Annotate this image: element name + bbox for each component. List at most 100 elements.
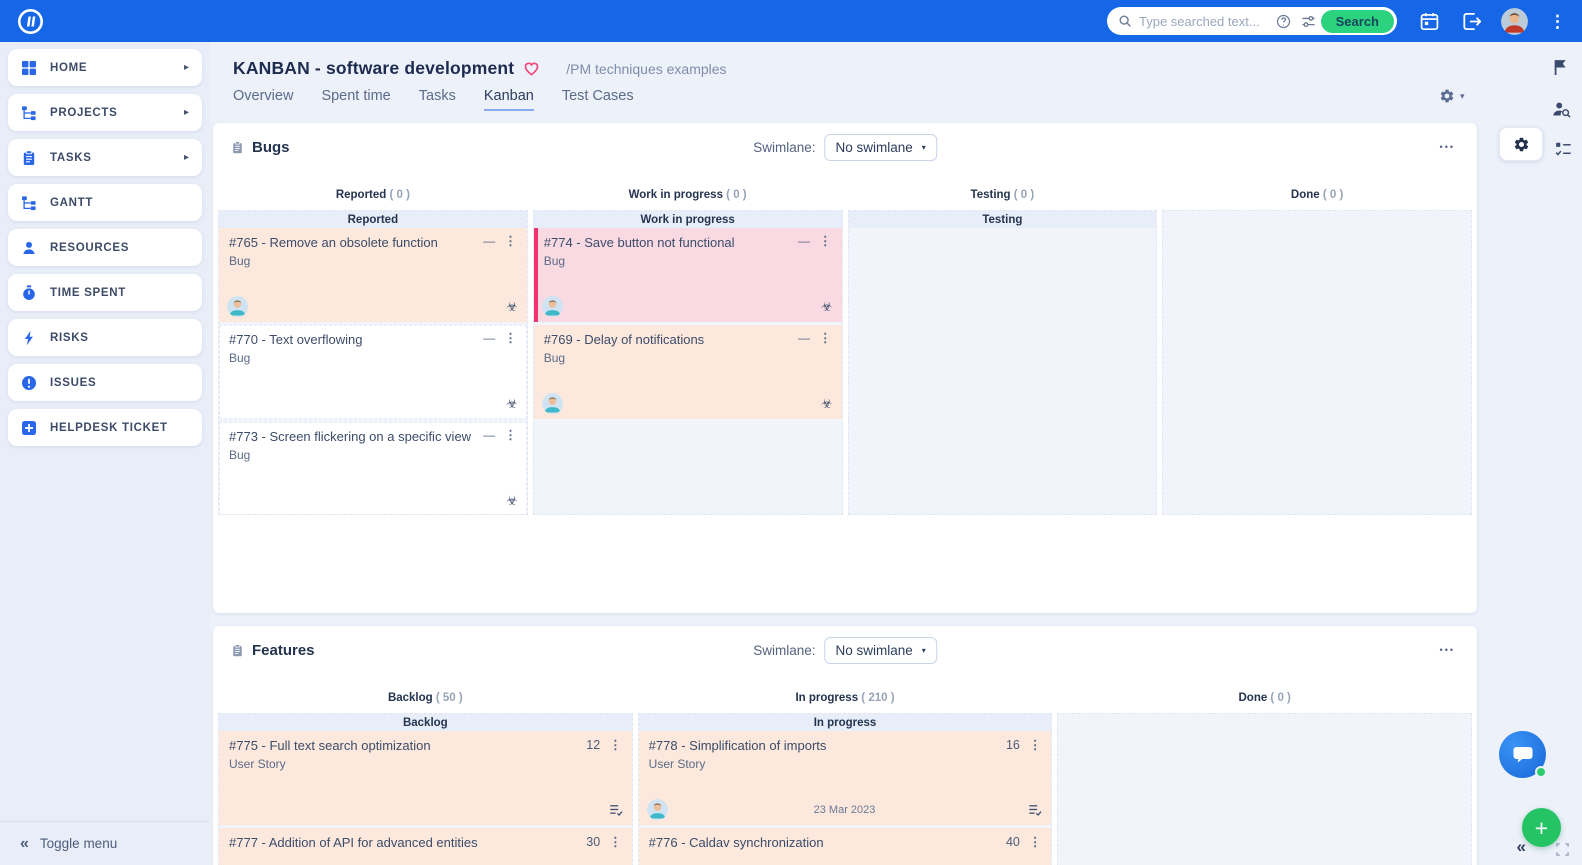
biohazard-icon: ☣	[506, 396, 518, 411]
kanban-column-work-in-progress: Work in progress #774 - Save button not f…	[532, 210, 843, 515]
board-settings-button[interactable]	[1499, 127, 1543, 161]
card-type-label: Bug	[229, 448, 251, 462]
card-menu-button[interactable]: ⋮	[819, 234, 832, 248]
card-type-label: Bug	[229, 254, 251, 268]
checklist-icon[interactable]	[1555, 141, 1572, 158]
column-header-backlog: Backlog ( 50 )	[218, 692, 633, 704]
kanban-card[interactable]: #778 - Simplification of imports 16 ⋮ User …	[638, 731, 1052, 825]
sidebar-item-issues[interactable]: ISSUES	[8, 364, 202, 401]
fullscreen-icon[interactable]	[1556, 843, 1569, 856]
card-menu-button[interactable]: ⋮	[504, 428, 517, 442]
kanban-card[interactable]: #776 - Caldav synchronization 40 ⋮	[638, 828, 1052, 865]
card-title: #777 - Addition of API for advanced enti…	[229, 835, 478, 850]
kanban-card[interactable]: #765 - Remove an obsolete function — ⋮ Bug ☣	[219, 228, 527, 322]
top-bar: Search ⋮	[0, 0, 1582, 42]
search-icon	[1118, 14, 1132, 28]
chat-widget-button[interactable]	[1499, 731, 1547, 778]
toggle-menu-button[interactable]: « Toggle menu	[0, 821, 210, 865]
card-minimize-button[interactable]: —	[483, 234, 496, 249]
swimlane-cell: Work in progress	[533, 211, 842, 228]
sidebar-item-label: GANTT	[50, 196, 94, 209]
sidebar-item-label: HOME	[50, 61, 88, 74]
sidebar-item-resources[interactable]: RESOURCES	[8, 229, 202, 266]
online-status-dot	[1535, 766, 1547, 778]
tab-test-cases[interactable]: Test Cases	[561, 88, 634, 104]
kanban-card[interactable]: #777 - Addition of API for advanced enti…	[219, 828, 632, 865]
chevron-right-icon: ▸	[183, 62, 189, 73]
card-menu-button[interactable]: ⋮	[1028, 737, 1042, 752]
search-button[interactable]: Search	[1320, 9, 1394, 33]
flag-icon[interactable]	[1552, 59, 1569, 76]
kanban-card[interactable]: #774 - Save button not functional — ⋮ Bug ☣	[533, 228, 842, 322]
tab-kanban[interactable]: Kanban	[483, 88, 534, 111]
log-out-icon[interactable]	[1462, 12, 1481, 31]
card-minimize-button[interactable]: —	[483, 331, 496, 346]
card-list: #765 - Remove an obsolete function — ⋮ Bug ☣…	[219, 228, 527, 514]
board-more-button[interactable]: •••	[1436, 138, 1459, 156]
search-filters-icon[interactable]	[1301, 14, 1316, 29]
add-new-button[interactable]: +	[1522, 808, 1561, 847]
card-list	[1163, 211, 1471, 514]
card-minimize-button[interactable]: —	[483, 428, 496, 443]
card-minimize-button[interactable]: —	[798, 234, 810, 249]
sidebar-item-projects[interactable]: PROJECTS ▸	[8, 94, 202, 131]
help-icon[interactable]	[1276, 14, 1291, 29]
swimlane-selected-value: No swimlane	[835, 642, 913, 658]
sidebar-item-tasks[interactable]: TASKS ▸	[8, 139, 202, 176]
card-list: #774 - Save button not functional — ⋮ Bug ☣ #…	[533, 228, 842, 514]
card-title: #774 - Save button not functional	[543, 235, 735, 250]
tab-overview[interactable]: Overview	[233, 88, 294, 104]
kanban-card[interactable]: #770 - Text overflowing — ⋮ Bug ☣	[219, 325, 527, 419]
biohazard-icon: ☣	[820, 396, 833, 411]
swimlane-select[interactable]: No swimlane ▾	[824, 133, 937, 161]
card-type-label: Bug	[543, 351, 566, 365]
card-points: 30	[586, 835, 601, 849]
swimlane-control: Swimlane: No swimlane ▾	[753, 133, 937, 161]
sidebar-item-time-spent[interactable]: TIME SPENT	[8, 274, 202, 311]
tab-tasks[interactable]: Tasks	[418, 88, 456, 104]
search-input[interactable]	[1139, 13, 1271, 29]
column-name: Reported	[335, 189, 387, 201]
card-menu-button[interactable]: ⋮	[504, 234, 517, 248]
swimlane-select[interactable]: No swimlane ▾	[824, 636, 937, 664]
favorite-heart-icon[interactable]	[523, 60, 540, 77]
breadcrumb[interactable]: /PM techniques examples	[566, 60, 727, 77]
chevron-right-icon: ▸	[183, 152, 189, 163]
card-menu-button[interactable]: ⋮	[609, 737, 622, 752]
sidebar-item-risks[interactable]: RISKS	[8, 319, 202, 356]
calendar-icon[interactable]	[1420, 12, 1439, 31]
content: KANBAN - software development /PM techni…	[213, 42, 1477, 865]
checklist-icon	[1028, 803, 1042, 817]
sidebar-item-helpdesk-ticket[interactable]: HELPDESK TICKET	[8, 409, 202, 446]
column-header-testing: Testing ( 0 )	[848, 189, 1158, 201]
card-menu-button[interactable]: ⋮	[819, 331, 832, 345]
board-more-button[interactable]: •••	[1436, 641, 1459, 659]
card-menu-button[interactable]: ⋮	[504, 331, 517, 345]
kanban-card[interactable]: #775 - Full text search optimization 12 ⋮ U…	[219, 731, 632, 825]
kanban-card[interactable]: #769 - Delay of notifications — ⋮ Bug ☣	[533, 325, 842, 419]
column-name: Work in progress	[628, 189, 723, 201]
column-count: ( 0 )	[386, 189, 410, 201]
topbar-menu-icon[interactable]: ⋮	[1549, 11, 1566, 31]
user-avatar[interactable]	[1501, 7, 1528, 35]
person-search-icon[interactable]	[1552, 100, 1571, 119]
kanban-column-testing: Testing	[847, 210, 1158, 515]
board-title: Features	[252, 641, 315, 659]
card-type-label: Bug	[229, 351, 251, 365]
exclamation-icon	[21, 375, 37, 391]
card-minimize-button[interactable]: —	[798, 331, 810, 346]
column-count: ( 210 )	[858, 692, 895, 704]
tab-spent-time[interactable]: Spent time	[321, 88, 391, 104]
app-logo-icon[interactable]	[17, 8, 44, 35]
page-settings-button[interactable]: ▾	[1439, 88, 1465, 104]
chevron-down-icon: ▾	[921, 645, 926, 655]
card-menu-button[interactable]: ⋮	[1028, 834, 1042, 849]
sidebar-item-gantt[interactable]: GANTT	[8, 184, 202, 221]
column-name: In progress	[795, 692, 859, 704]
sidebar-item-home[interactable]: HOME ▸	[8, 49, 202, 86]
sidebar-item-label: TIME SPENT	[50, 286, 126, 299]
card-menu-button[interactable]: ⋮	[609, 834, 622, 849]
collapse-panel-icon[interactable]: «	[1516, 837, 1526, 856]
kanban-boards: Bugs Swimlane: No swimlane ▾ ••• Reported ( 0…	[213, 123, 1477, 865]
kanban-card[interactable]: #773 - Screen flickering on a specific v…	[219, 422, 527, 514]
